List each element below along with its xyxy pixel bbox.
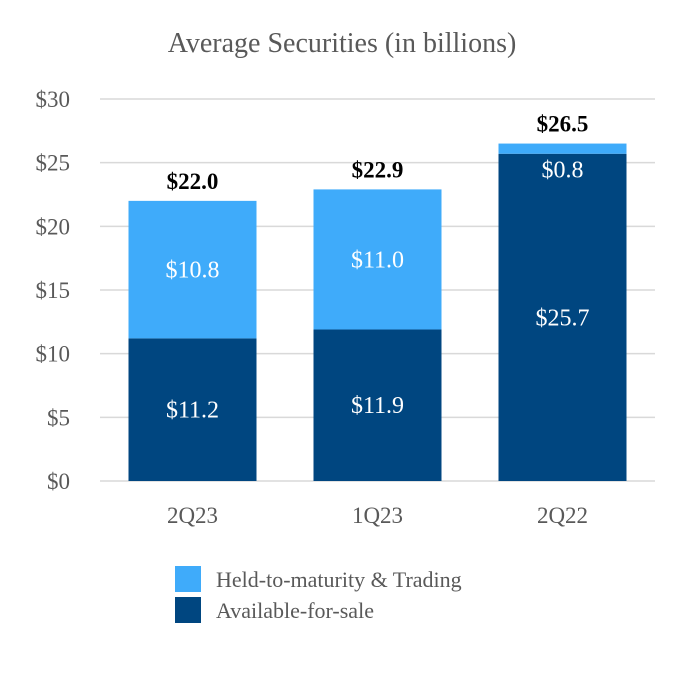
y-tick-label: $20: [36, 214, 71, 239]
data-label: $11.0: [351, 247, 404, 273]
legend: Held-to-maturity & Trading Available-for-…: [175, 566, 462, 623]
legend-label: Available-for-sale: [216, 598, 374, 623]
chart-title: Average Securities (in billions): [168, 28, 517, 59]
bar-segment: [498, 153, 627, 481]
bar-segment: [128, 338, 257, 481]
bar-segment: [313, 189, 442, 330]
bar-segment: [128, 200, 257, 339]
y-tick-label: $5: [47, 405, 70, 430]
data-label: $25.7: [536, 305, 590, 331]
x-axis-tick-labels: 2Q23 1Q23 2Q22: [167, 503, 588, 528]
legend-swatch: [175, 597, 201, 623]
y-axis-tick-labels: $0 $5 $10 $15 $20 $25 $30: [36, 87, 71, 494]
total-label: $22.9: [352, 157, 404, 182]
bars: $11.2 $10.8 $22.0 $11.9 $11.0 $22.9 $25.7 $0.8 $…: [128, 112, 627, 481]
y-tick-label: $10: [36, 342, 71, 367]
legend-swatch: [175, 566, 201, 592]
legend-label: Held-to-maturity & Trading: [216, 567, 462, 592]
bar-segment: [498, 143, 627, 154]
y-tick-label: $15: [36, 278, 71, 303]
x-tick-label: 2Q22: [537, 503, 588, 528]
x-tick-label: 1Q23: [352, 503, 403, 528]
y-tick-label: $0: [47, 469, 70, 494]
x-tick-label: 2Q23: [167, 503, 218, 528]
y-tick-label: $30: [36, 87, 71, 112]
total-label: $26.5: [537, 112, 589, 137]
y-tick-label: $25: [36, 151, 71, 176]
bar-segment: [313, 329, 442, 481]
data-label: $11.2: [166, 398, 219, 424]
data-label: $10.8: [166, 258, 220, 284]
total-label: $22.0: [167, 169, 219, 194]
data-label: $11.9: [351, 393, 404, 419]
data-label: $0.8: [542, 158, 584, 184]
